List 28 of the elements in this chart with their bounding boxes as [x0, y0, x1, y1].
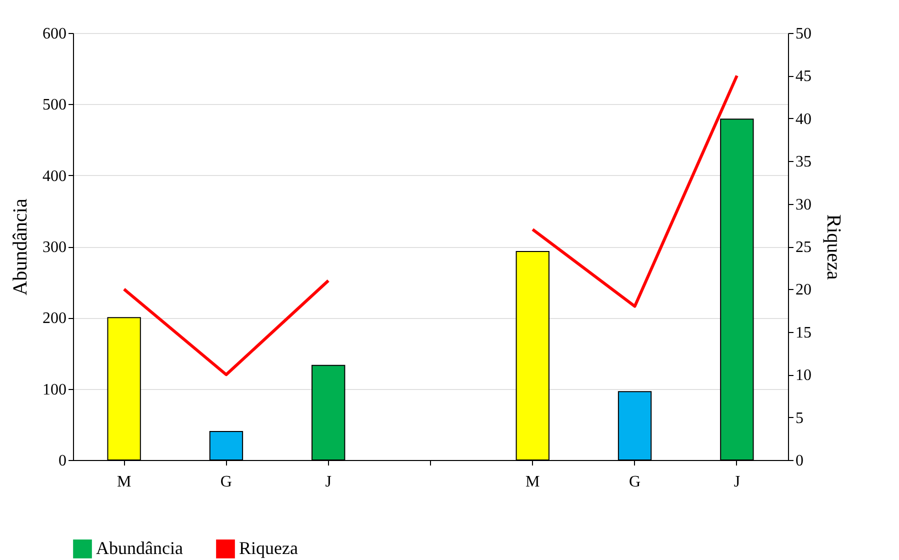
- x-tick-label: M: [526, 474, 540, 490]
- y2-tick-label: 10: [796, 367, 812, 384]
- x-tick-label: G: [220, 474, 232, 490]
- x-tick-label: M: [116, 474, 132, 490]
- y2-tick-label: 20: [796, 282, 812, 299]
- y-tick-label: 200: [42, 310, 66, 328]
- x-tick-label: J: [734, 474, 740, 490]
- y-tick-label: 0: [58, 452, 66, 470]
- y2-tick-label: 50: [796, 26, 812, 42]
- y-axis-title: Abundância: [10, 198, 32, 296]
- legend-label: Riqueza: [239, 538, 298, 558]
- y-tick-label: 500: [42, 96, 66, 114]
- legend-label: Abundância: [96, 538, 183, 558]
- y-tick-label: 100: [42, 381, 66, 398]
- y-tick-label: 400: [42, 168, 66, 185]
- y2-axis-title: Riqueza: [822, 214, 844, 280]
- x-tick-label: G: [629, 474, 642, 490]
- y2-tick-label: 40: [796, 110, 812, 128]
- y2-tick-label: 35: [796, 154, 812, 171]
- y2-tick-label: 15: [796, 324, 812, 342]
- y2-tick-label: 30: [796, 196, 812, 214]
- y2-tick-label: 45: [796, 68, 812, 86]
- y2-tick-label: 25: [796, 239, 812, 256]
- y-tick-label: 600: [42, 26, 66, 42]
- x-tick-label: J: [325, 474, 332, 490]
- y2-tick-label: 5: [796, 410, 804, 427]
- y2-tick-label: 0: [796, 452, 804, 470]
- y-tick-label: 300: [42, 239, 66, 256]
